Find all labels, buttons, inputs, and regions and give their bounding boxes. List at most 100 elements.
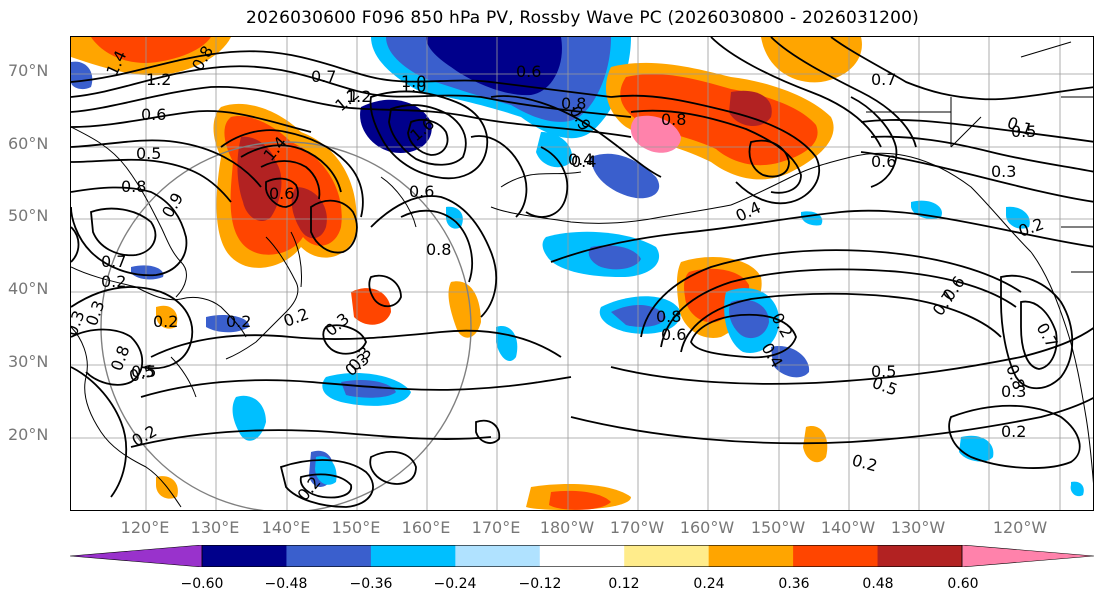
contour-label: 0.9 (158, 189, 187, 221)
contour-line (260, 160, 321, 200)
contour-line (265, 177, 299, 208)
contour-line (710, 37, 882, 148)
lon-label: 170°W (609, 518, 665, 537)
negative-anomaly (360, 99, 432, 153)
contour-line (71, 158, 232, 203)
coastline (1020, 41, 1072, 58)
contour-label: 0.8 (656, 307, 681, 326)
lon-label: 130°E (190, 518, 240, 537)
contour-label: 0.8 (561, 94, 586, 113)
negative-anomaly (771, 346, 810, 378)
contour-line (770, 37, 917, 148)
positive-anomaly (351, 288, 391, 325)
colorbar-segment (708, 545, 794, 567)
negative-anomaly (496, 326, 518, 362)
positive-anomaly (549, 490, 611, 510)
contour-line (240, 144, 342, 193)
positive-anomaly (803, 426, 828, 463)
map-panel: 1.4 1.2 0.8 0.6 0.5 0.7 1.0 0.8 0.6 0.9 … (70, 36, 1094, 511)
contour-line (130, 429, 492, 448)
positive-anomaly (156, 305, 178, 329)
negative-anomaly (536, 132, 572, 168)
contour-line (279, 459, 374, 508)
contour-label: 0.5 (131, 362, 156, 381)
negative-anomaly (131, 265, 164, 280)
negative-anomaly (1070, 481, 1084, 497)
contour-line (1020, 300, 1058, 370)
contour-line (369, 90, 489, 180)
colorbar-segment (286, 545, 372, 567)
colorbar-tick-label: −0.24 (433, 576, 477, 592)
contour-label: 0.6 (141, 105, 166, 124)
colorbar-tick-label: −0.60 (180, 576, 224, 592)
map-canvas: 1.4 1.2 0.8 0.6 0.5 0.7 1.0 0.8 0.6 0.9 … (71, 37, 1093, 510)
coastline (225, 236, 299, 360)
contour-label: 0.2 (101, 272, 126, 291)
contour-line (388, 104, 467, 166)
contour-line (525, 146, 569, 218)
contour-label: 1.2 (146, 70, 171, 89)
negative-anomaly (445, 206, 463, 229)
contour-line (680, 292, 1002, 353)
colorbar-segment (202, 545, 287, 567)
contour-line (71, 328, 144, 386)
contour-line (71, 366, 128, 498)
contour-label: 0.8 (661, 110, 686, 129)
contour-label: 0.3 (321, 309, 353, 340)
contour-label: 0.6 (871, 152, 896, 171)
lat-label: 70°N (8, 61, 49, 80)
lon-label: 120°E (120, 518, 170, 537)
colorbar-segment (624, 545, 710, 567)
contour-line (1000, 274, 1074, 390)
lon-label: 170°E (471, 518, 521, 537)
contour-line (71, 186, 188, 277)
coastlines (71, 41, 1093, 508)
contour-line (860, 119, 1093, 143)
map-title: 2026030600 F096 850 hPa PV, Rossby Wave … (246, 8, 919, 28)
contour-label: 0.5 (136, 144, 161, 163)
negative-anomaly (232, 395, 266, 441)
positive-anomaly (761, 37, 862, 83)
positive-anomaly (448, 281, 481, 338)
colorbar-segment (539, 545, 625, 567)
contour-label: 0.2 (281, 304, 311, 331)
contour-label: 0.2 (153, 312, 178, 331)
colorbar-tick-label: −0.48 (264, 576, 308, 592)
contour-line (71, 50, 612, 98)
positive-anomaly (91, 37, 211, 63)
lon-label: 180°W (539, 518, 595, 537)
colorbar-segment (70, 545, 202, 567)
colorbar-tick-label: 0.12 (608, 576, 640, 592)
contour-label: 0.2 (1001, 422, 1026, 441)
colorbar-segment (370, 545, 456, 567)
coastline (71, 126, 187, 298)
coastline (1030, 251, 1093, 484)
negative-anomaly (959, 435, 994, 462)
contour-line (71, 65, 632, 118)
contour-line (870, 135, 1093, 173)
contour-line (150, 329, 562, 358)
contour-line (610, 94, 821, 205)
lon-label: 150°W (750, 518, 806, 537)
contour-line (475, 419, 501, 444)
contour-line (830, 37, 1093, 101)
colorbar (70, 545, 1094, 567)
contour-line (660, 268, 1017, 348)
contour-line (220, 129, 364, 218)
contour-label: 0.6 (661, 325, 686, 344)
contour-label: 0.3 (82, 298, 109, 328)
lon-label: 140°E (261, 518, 311, 537)
negative-anomaly (801, 211, 823, 226)
positive-anomaly (620, 74, 818, 166)
contour-line (368, 274, 402, 308)
contour-line (490, 95, 662, 178)
negative-anomaly (591, 153, 660, 199)
contour-label: 0.5 (1011, 122, 1036, 141)
contour-label: 1.0 (401, 77, 426, 96)
negative-anomaly (1006, 206, 1030, 229)
contour-line (71, 110, 312, 133)
contour-label: 0.4 (568, 150, 593, 169)
colorbar-segment (793, 545, 879, 567)
coastline (380, 176, 417, 228)
lat-label: 50°N (8, 206, 49, 225)
